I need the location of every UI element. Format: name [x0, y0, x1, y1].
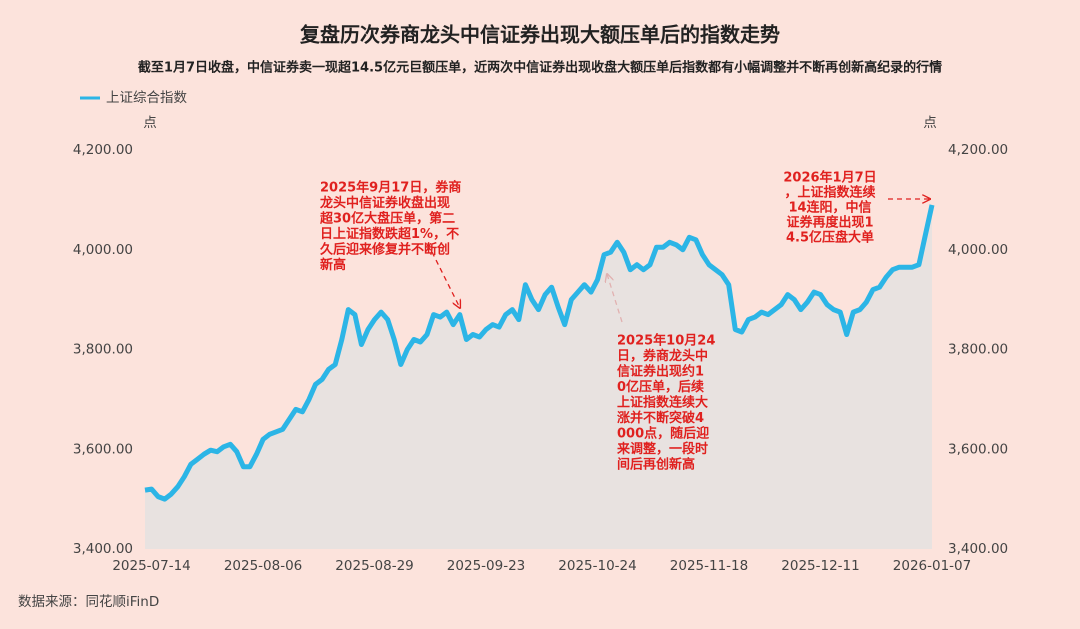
area [145, 204, 932, 549]
annotation: 超30亿大盘压单，第二 [320, 211, 455, 227]
x-tick-label: 2025-08-06 [224, 558, 302, 574]
annotation: 2025年9月17日，券商 [320, 180, 461, 196]
y2-tick-label: 4,000.00 [948, 242, 1008, 258]
x-tick-label: 2025-07-14 [112, 558, 190, 574]
annotation: 龙头中信证券收盘出现 [320, 195, 450, 211]
chart-title: 复盘历次券商龙头中信证券出现大额压单后的指数走势 [299, 23, 780, 47]
legend-label: 上证综合指数 [106, 90, 187, 106]
annotation: 间后再创新高 [617, 457, 695, 473]
annotation: 日上证指数跌超1%，不 [320, 226, 459, 242]
annotation: 证券再度出现1 [786, 215, 873, 231]
chart-subtitle: 截至1月7日收盘，中信证券卖一现超14.5亿元巨额压单，近两次中信证券出现收盘大… [138, 60, 942, 76]
y2-tick-label: 3,600.00 [948, 441, 1008, 457]
annotation: 久后迎来修复并不断创 [320, 242, 450, 258]
arrow [431, 251, 460, 308]
x-tick-label: 2025-09-23 [447, 558, 525, 574]
annotation: 上证指数连续大 [617, 395, 708, 411]
annotation: 信证券出现约1 [617, 364, 704, 380]
annotation: 日，券商龙头中 [617, 348, 708, 364]
annotation: 4.5亿压盘大单 [786, 230, 874, 246]
y2-unit: 点 [923, 115, 937, 131]
annotation: 000点，随后迎 [617, 426, 709, 442]
y2-tick-label: 4,200.00 [948, 142, 1008, 158]
y-tick-label: 3,400.00 [73, 541, 133, 557]
line [144, 204, 935, 502]
y-unit: 点 [143, 115, 157, 131]
y-tick-label: 4,200.00 [73, 142, 133, 158]
annotation: 2026年1月7日 [783, 170, 876, 186]
source: 数据来源：同花顺iFinD [18, 594, 159, 610]
x-tick-label: 2025-12-11 [781, 558, 859, 574]
x-tick-label: 2026-01-07 [893, 558, 971, 574]
annotation: 来调整，一段时 [616, 441, 708, 457]
y-tick-label: 3,800.00 [73, 342, 133, 358]
y-tick-label: 3,600.00 [73, 441, 133, 457]
annotation: 2025年10月24 [617, 333, 715, 349]
y2-tick-label: 3,800.00 [948, 342, 1008, 358]
x-tick-label: 2025-10-24 [558, 558, 636, 574]
x-tick-label: 2025-08-29 [335, 558, 413, 574]
y2-tick-label: 3,400.00 [948, 541, 1008, 557]
annotation: 涨并不断突破4 [616, 410, 704, 426]
annotation: 新高 [320, 257, 346, 273]
annotation: ，上证指数连续 [784, 185, 875, 201]
annotation: 0亿压单，后续 [617, 379, 704, 395]
y-tick-label: 4,000.00 [73, 242, 133, 258]
annotation: 14连阳，中信 [788, 200, 871, 216]
x-tick-label: 2025-11-18 [670, 558, 748, 574]
